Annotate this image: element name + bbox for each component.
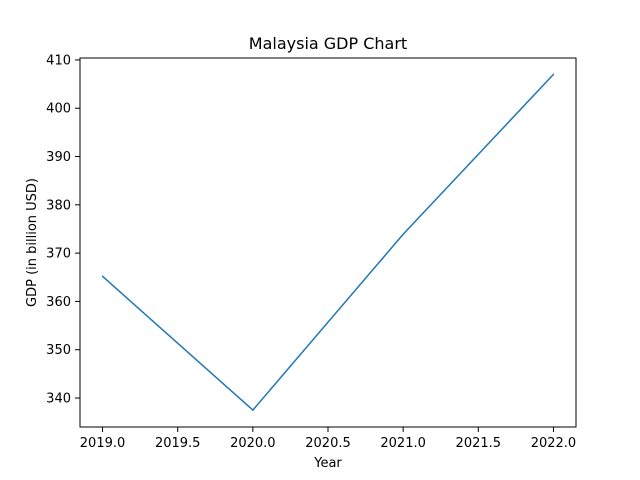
x-tick-label: 2020.5 [305, 436, 351, 451]
gdp-series-line [102, 73, 554, 411]
gdp-data-point [402, 233, 404, 236]
x-tick-label: 2022.0 [531, 436, 577, 451]
gdp-data-point [101, 275, 104, 278]
y-axis-label: GDP (in billion USD) [25, 178, 40, 307]
x-tick-label: 2021.5 [456, 436, 502, 451]
y-tick-label: 410 [46, 53, 71, 68]
chart-title: Malaysia GDP Chart [249, 34, 407, 53]
y-tick-label: 390 [46, 150, 71, 165]
series-layer [101, 73, 555, 411]
y-tick-label: 400 [46, 102, 71, 117]
gdp-data-point [252, 409, 254, 411]
y-axis-ticks: 340 350 360 370 380 390 400 410 [46, 53, 80, 407]
gdp-data-point [552, 73, 555, 76]
x-tick-label: 2019.0 [80, 436, 126, 451]
x-tick-label: 2021.0 [380, 436, 426, 451]
y-tick-label: 380 [46, 198, 71, 213]
y-tick-label: 370 [46, 247, 71, 262]
x-tick-label: 2020.0 [230, 436, 276, 451]
x-axis-label: Year [313, 456, 342, 471]
y-tick-label: 360 [46, 295, 71, 310]
y-tick-label: 340 [46, 392, 71, 407]
x-tick-label: 2019.5 [155, 436, 201, 451]
x-axis-ticks: 2019.0 2019.5 2020.0 2020.5 2021.0 2021.5 2022… [80, 427, 576, 451]
y-tick-label: 350 [46, 343, 71, 358]
